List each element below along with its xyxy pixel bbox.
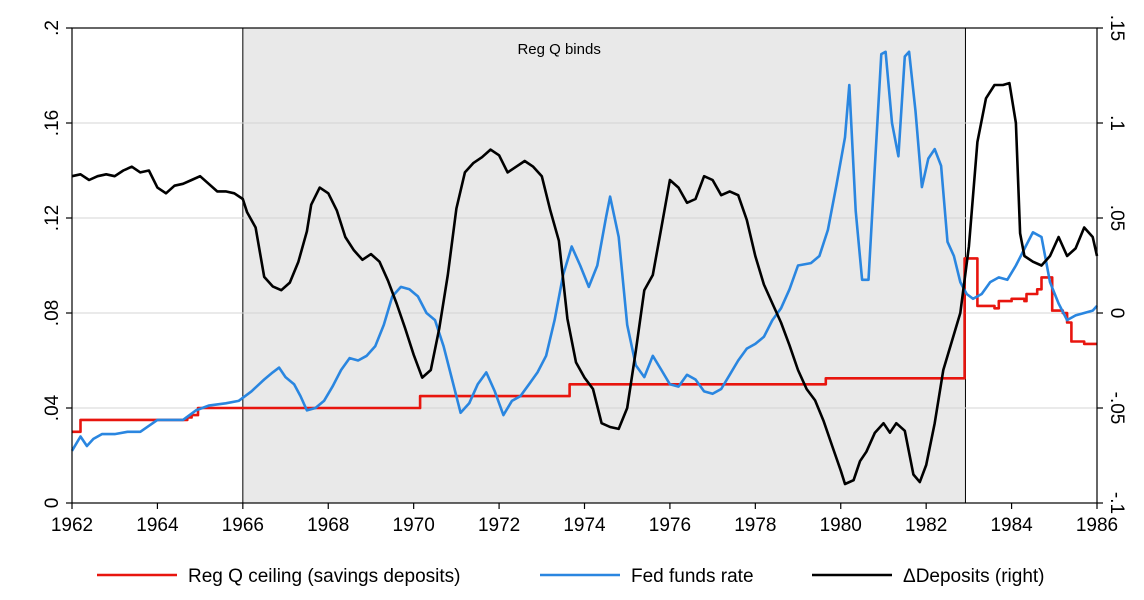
x-tick-label: 1972: [478, 515, 520, 536]
y-right-tick-label: .05: [1106, 205, 1127, 231]
x-tick-label: 1966: [222, 515, 264, 536]
legend-label: Reg Q ceiling (savings deposits): [188, 566, 460, 587]
legend-label: Fed funds rate: [631, 566, 754, 587]
y-right-tick-label: .15: [1106, 15, 1127, 41]
x-tick-label: 1984: [990, 515, 1033, 536]
y-left-tick-label: .08: [42, 300, 63, 326]
x-tick-label: 1976: [649, 515, 691, 536]
x-tick-label: 1970: [393, 515, 435, 536]
series-layer: [70, 50, 1099, 486]
axes: 1962 1964 1966 1968 1970 1972 1974 1976 1978 1980…: [42, 15, 1127, 536]
annotation-reg-q-binds: Reg Q binds: [517, 41, 600, 58]
x-tick-label: 1964: [136, 515, 179, 536]
shaded-region-fill: [242, 28, 966, 503]
y-left-tick-label: .04: [42, 394, 63, 421]
series-line-fed-funds-rate: [70, 50, 1098, 452]
legend: Reg Q ceiling (savings deposits) Fed fund…: [97, 566, 1045, 587]
y-right-tick-label: -.05: [1106, 392, 1127, 425]
x-tick-label: 1962: [51, 515, 93, 536]
x-tick-label: 1980: [820, 515, 862, 536]
x-tick-label: 1974: [563, 515, 606, 536]
legend-label: ΔDeposits (right): [903, 566, 1045, 587]
y-left-tick-label: .16: [42, 110, 63, 136]
shaded-region: [242, 28, 966, 503]
y-left-tick-label: .12: [42, 205, 63, 231]
x-tick-label: 1978: [734, 515, 776, 536]
y-right-tick-label: .1: [1106, 115, 1127, 131]
y-left-tick-label: 0: [42, 498, 63, 509]
series-line-deposits: [71, 81, 1099, 486]
y-right-tick-label: 0: [1106, 308, 1127, 319]
x-tick-label: 1982: [905, 515, 947, 536]
y-right-tick-label: -.1: [1106, 492, 1127, 514]
y-left-tick-label: .2: [42, 20, 63, 36]
x-tick-label: 1968: [307, 515, 349, 536]
x-tick-label: 1986: [1076, 515, 1118, 536]
